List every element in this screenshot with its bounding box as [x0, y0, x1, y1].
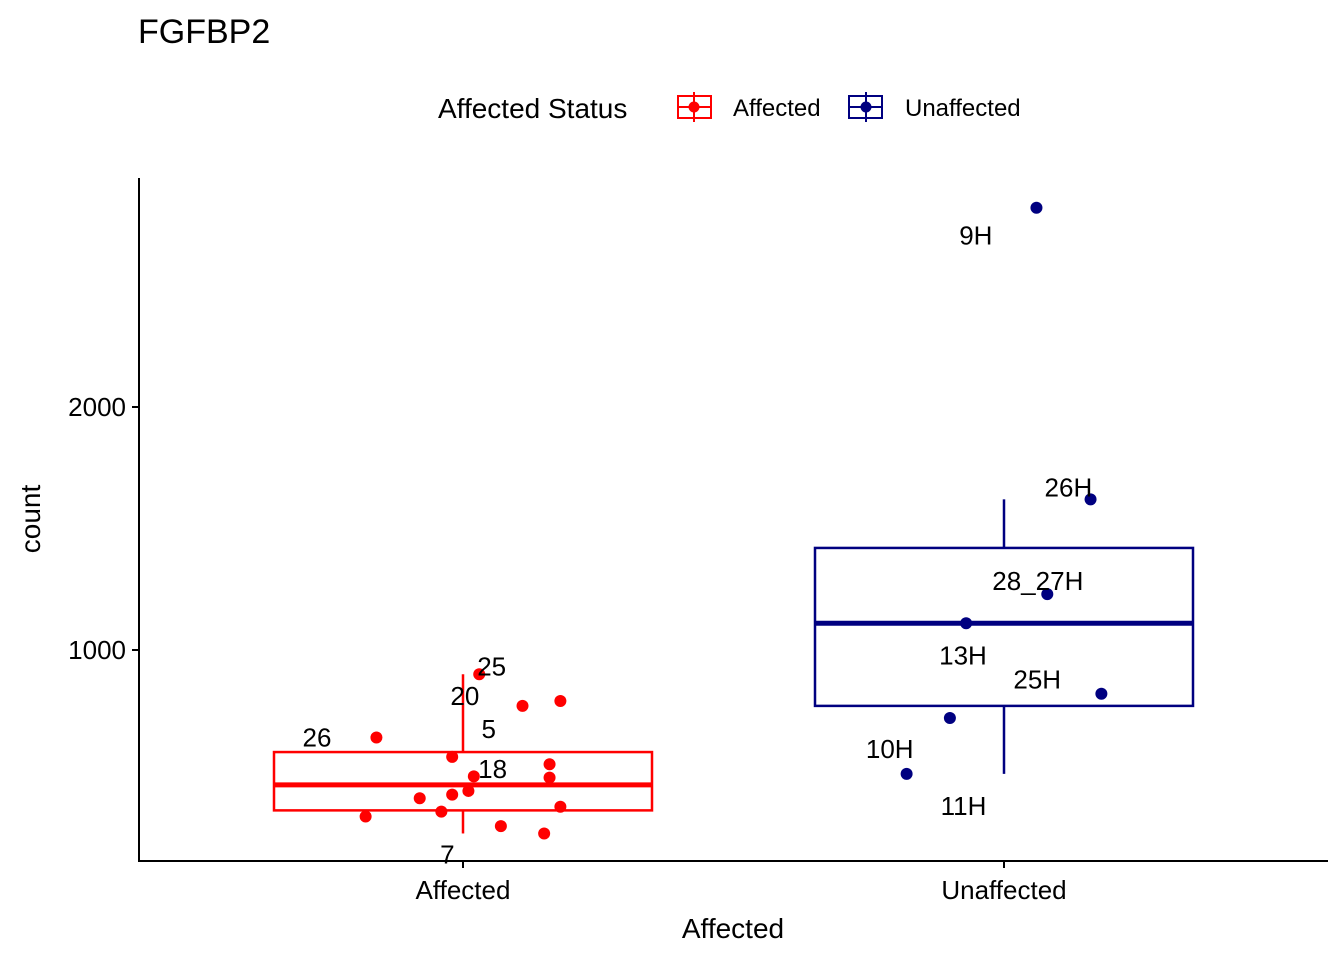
data-point — [446, 750, 459, 763]
data-point — [960, 617, 973, 630]
data-point — [462, 784, 475, 797]
legend-title: Affected Status — [438, 93, 627, 124]
legend: Affected Status Affected Unaffected — [438, 92, 1021, 124]
data-point — [538, 827, 551, 840]
legend-label-affected: Affected — [733, 95, 821, 122]
point-label: 26H — [1045, 472, 1093, 502]
point-label: 9H — [959, 221, 992, 251]
point-label: 11H — [941, 791, 987, 821]
data-point — [543, 771, 556, 784]
y-tick-label: 1000 — [68, 635, 126, 665]
data-point — [543, 758, 556, 771]
point-label: 10H — [866, 734, 914, 764]
x-tick-label: Affected — [416, 875, 511, 905]
point-label: 18 — [478, 754, 507, 784]
box — [272, 750, 654, 812]
chart-title: FGFBP2 — [138, 13, 270, 51]
point-label: 26 — [303, 722, 332, 752]
data-point — [446, 788, 459, 801]
point-label: 13H — [939, 640, 987, 670]
point-label: 20 — [450, 681, 479, 711]
point-label: 25 — [477, 651, 506, 681]
data-point — [370, 731, 383, 744]
y-tick-label: 2000 — [68, 392, 126, 422]
data-point — [494, 820, 507, 833]
data-point — [554, 695, 567, 708]
x-axis-title: Affected — [682, 913, 784, 944]
data-point — [1041, 588, 1054, 601]
data-point — [516, 699, 529, 712]
data-point — [1030, 201, 1043, 214]
legend-key-affected — [677, 92, 712, 122]
point-label: 28_27H — [992, 566, 1083, 596]
data-point — [359, 810, 372, 823]
legend-key-unaffected — [848, 92, 883, 122]
series-unaffected: 9H 26H 28_27H 13H 25H 10H 11H — [813, 201, 1195, 821]
data-point — [467, 770, 480, 783]
x-ticks: Affected Unaffected — [416, 861, 1067, 905]
box — [813, 546, 1195, 708]
data-point — [413, 792, 426, 805]
data-point — [900, 767, 913, 780]
data-point — [435, 805, 448, 818]
data-point — [943, 712, 956, 725]
point-label: 25H — [1013, 665, 1061, 695]
y-ticks: 1000 2000 — [68, 392, 139, 665]
data-point — [554, 800, 567, 813]
x-tick-label: Unaffected — [941, 875, 1066, 905]
legend-label-unaffected: Unaffected — [905, 95, 1021, 122]
data-point — [1095, 687, 1108, 700]
y-axis-title: count — [15, 485, 46, 554]
data-point — [1084, 493, 1097, 506]
data-point — [473, 668, 486, 681]
point-label: 5 — [482, 714, 496, 744]
point-label: 7 — [440, 839, 454, 869]
